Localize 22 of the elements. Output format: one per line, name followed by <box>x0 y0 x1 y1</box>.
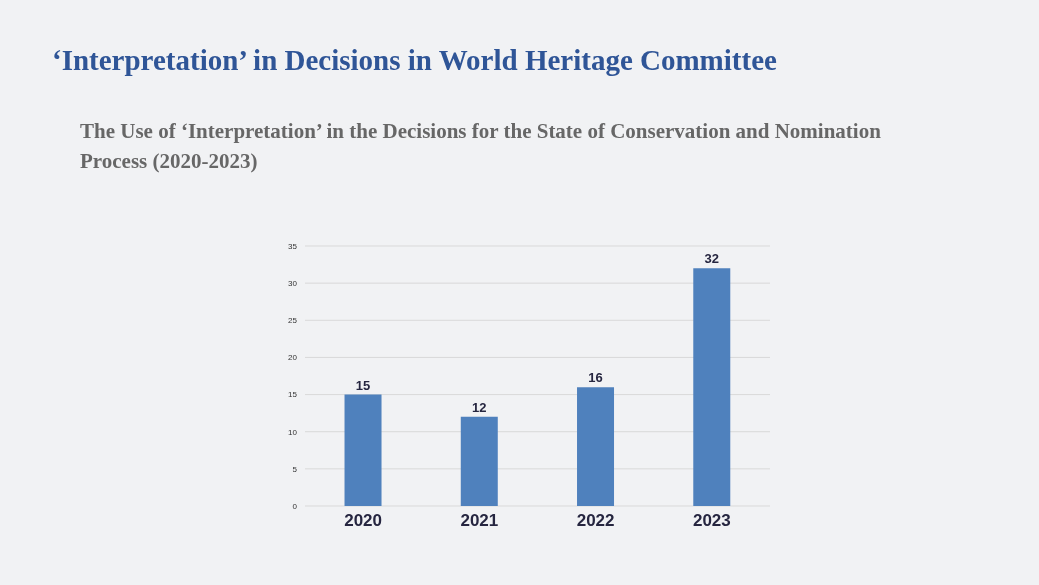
y-tick-label: 15 <box>288 390 298 400</box>
y-tick-label: 0 <box>292 501 298 511</box>
y-tick-label: 25 <box>288 316 298 326</box>
y-tick-label: 5 <box>292 464 298 474</box>
y-tick-label: 35 <box>288 241 298 251</box>
y-tick-label: 10 <box>288 427 298 437</box>
x-tick-label: 2022 <box>576 511 615 531</box>
y-tick-label: 30 <box>288 278 298 288</box>
chart-title: ‘Interpretation’ in Decisions in World Heritage Committee <box>52 44 777 77</box>
bar <box>460 416 498 506</box>
bar <box>577 387 615 506</box>
data-label: 16 <box>588 370 603 386</box>
bar <box>693 268 731 506</box>
x-tick-label: 2020 <box>344 511 383 531</box>
bar <box>344 394 382 506</box>
y-tick-label: 20 <box>288 353 298 363</box>
chart-subtitle: The Use of ‘Interpretation’ in the Decisions for the State of Conservation and Nomination Process (2020-2023) <box>80 118 882 175</box>
x-tick-label: 2021 <box>460 511 499 531</box>
data-label: 12 <box>472 399 487 415</box>
x-tick-label: 2023 <box>692 511 731 531</box>
data-label: 15 <box>355 377 371 393</box>
data-label: 32 <box>704 251 720 267</box>
